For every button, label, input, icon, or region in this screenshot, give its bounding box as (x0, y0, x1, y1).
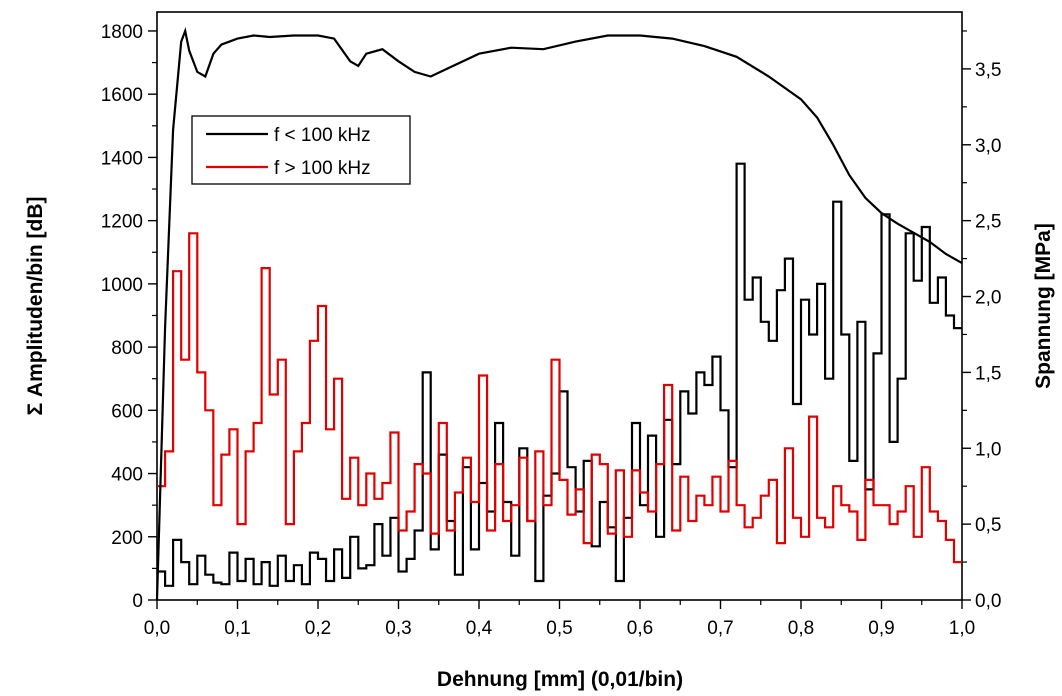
legend-label-low: f < 100 kHz (274, 125, 371, 146)
y-tick-label-5: 1000 (101, 275, 143, 296)
y2-tick-label-3: 1,5 (975, 363, 1001, 384)
y-tick-label-9: 1800 (101, 22, 143, 43)
x-tick-label-2: 0,2 (305, 618, 331, 639)
x-tick-label-8: 0,8 (788, 618, 814, 639)
y2-axis-title: Spannung [MPa] (1032, 223, 1055, 389)
y2-tick-label-1: 0,5 (975, 515, 1001, 536)
y-tick-label-6: 1200 (101, 212, 143, 233)
x-tick-label-5: 0,5 (546, 618, 572, 639)
y2-tick-label-4: 2,0 (975, 288, 1001, 309)
x-tick-label-7: 0,7 (707, 618, 733, 639)
y-tick-label-3: 600 (111, 401, 143, 422)
x-tick-label-10: 1,0 (949, 618, 975, 639)
x-tick-label-9: 0,9 (868, 618, 894, 639)
series-line-1 (157, 232, 962, 564)
y-tick-label-2: 400 (111, 465, 143, 486)
y-tick-label-7: 1400 (101, 148, 143, 169)
y-tick-label-8: 1600 (101, 85, 143, 106)
legend-label-high: f > 100 kHz (274, 158, 371, 179)
x-tick-label-3: 0,3 (385, 618, 411, 639)
y2-tick-label-2: 1,0 (975, 439, 1001, 460)
y-tick-label-0: 0 (132, 591, 143, 612)
y-tick-label-4: 800 (111, 338, 143, 359)
legend: f < 100 kHz f > 100 kHz (191, 115, 411, 185)
ticks-layer: 0,0 0,1 0,2 0,3 0,4 0,5 0,6 0,7 0,8 0,9 1,0 0 200 400… (101, 22, 1002, 639)
y2-tick-label-7: 3,5 (975, 60, 1001, 81)
x-axis-title: Dehnung [mm] (0,01/bin) (437, 668, 683, 691)
x-tick-label-1: 0,1 (224, 618, 250, 639)
x-tick-label-0: 0,0 (144, 618, 170, 639)
legend-box (191, 115, 411, 185)
y2-tick-label-5: 2,5 (975, 212, 1001, 233)
y2-tick-label-6: 3,0 (975, 136, 1001, 157)
y2-tick-label-0: 0,0 (975, 591, 1001, 612)
x-tick-label-6: 0,6 (627, 618, 653, 639)
x-tick-label-4: 0,4 (466, 618, 493, 639)
y-tick-label-1: 200 (111, 528, 143, 549)
series-layer (155, 27, 963, 601)
series-line-2 (155, 27, 963, 601)
y-axis-title: Σ Amplituden/bin [dB] (24, 196, 47, 415)
